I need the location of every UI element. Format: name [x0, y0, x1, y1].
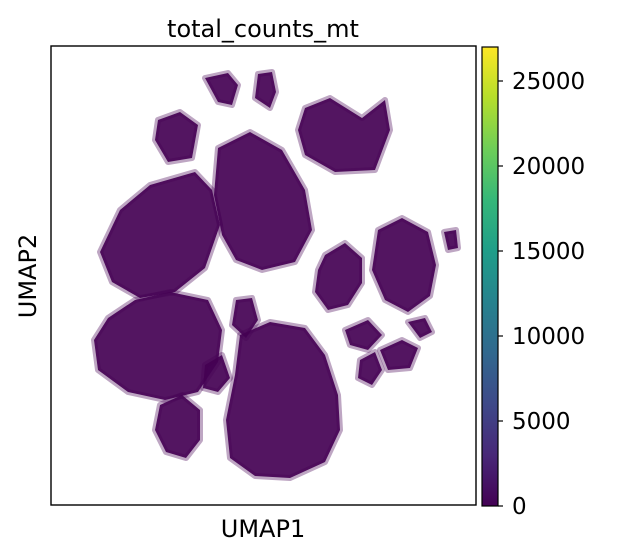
cluster-5 [211, 129, 315, 273]
colorbar-tick-label: 15000 [512, 239, 585, 265]
colorbar-tick-label: 20000 [512, 154, 585, 180]
cluster-9 [441, 227, 461, 253]
cluster-16 [377, 337, 421, 373]
x-axis-label: UMAP1 [221, 515, 305, 543]
y-axis-label: UMAP2 [14, 234, 42, 318]
cluster-4 [295, 95, 393, 175]
cluster-1 [202, 70, 241, 108]
cluster-3 [152, 109, 201, 165]
cluster-13 [223, 319, 343, 481]
colorbar-ticks: 0 5000 10000 15000 20000 25000 [498, 69, 585, 520]
colorbar-tick-label: 10000 [512, 324, 585, 350]
colorbar-tick-label: 25000 [512, 69, 585, 95]
chart-title: total_counts_mt [167, 15, 359, 43]
cluster-18 [152, 392, 203, 461]
colorbar [481, 46, 499, 507]
cluster-8 [312, 240, 365, 313]
cluster-11 [229, 295, 261, 341]
cluster-6 [97, 169, 223, 301]
cluster-2 [252, 69, 279, 111]
cluster-14 [342, 317, 385, 353]
colorbar-tick-label: 5000 [512, 409, 571, 435]
cluster-12 [200, 352, 233, 395]
plot-frame [50, 45, 477, 506]
colorbar-tick-label: 0 [512, 494, 527, 520]
cluster-17 [405, 315, 435, 341]
cluster-7 [369, 215, 439, 315]
scatter-clusters [91, 69, 461, 481]
cluster-15 [355, 349, 385, 388]
